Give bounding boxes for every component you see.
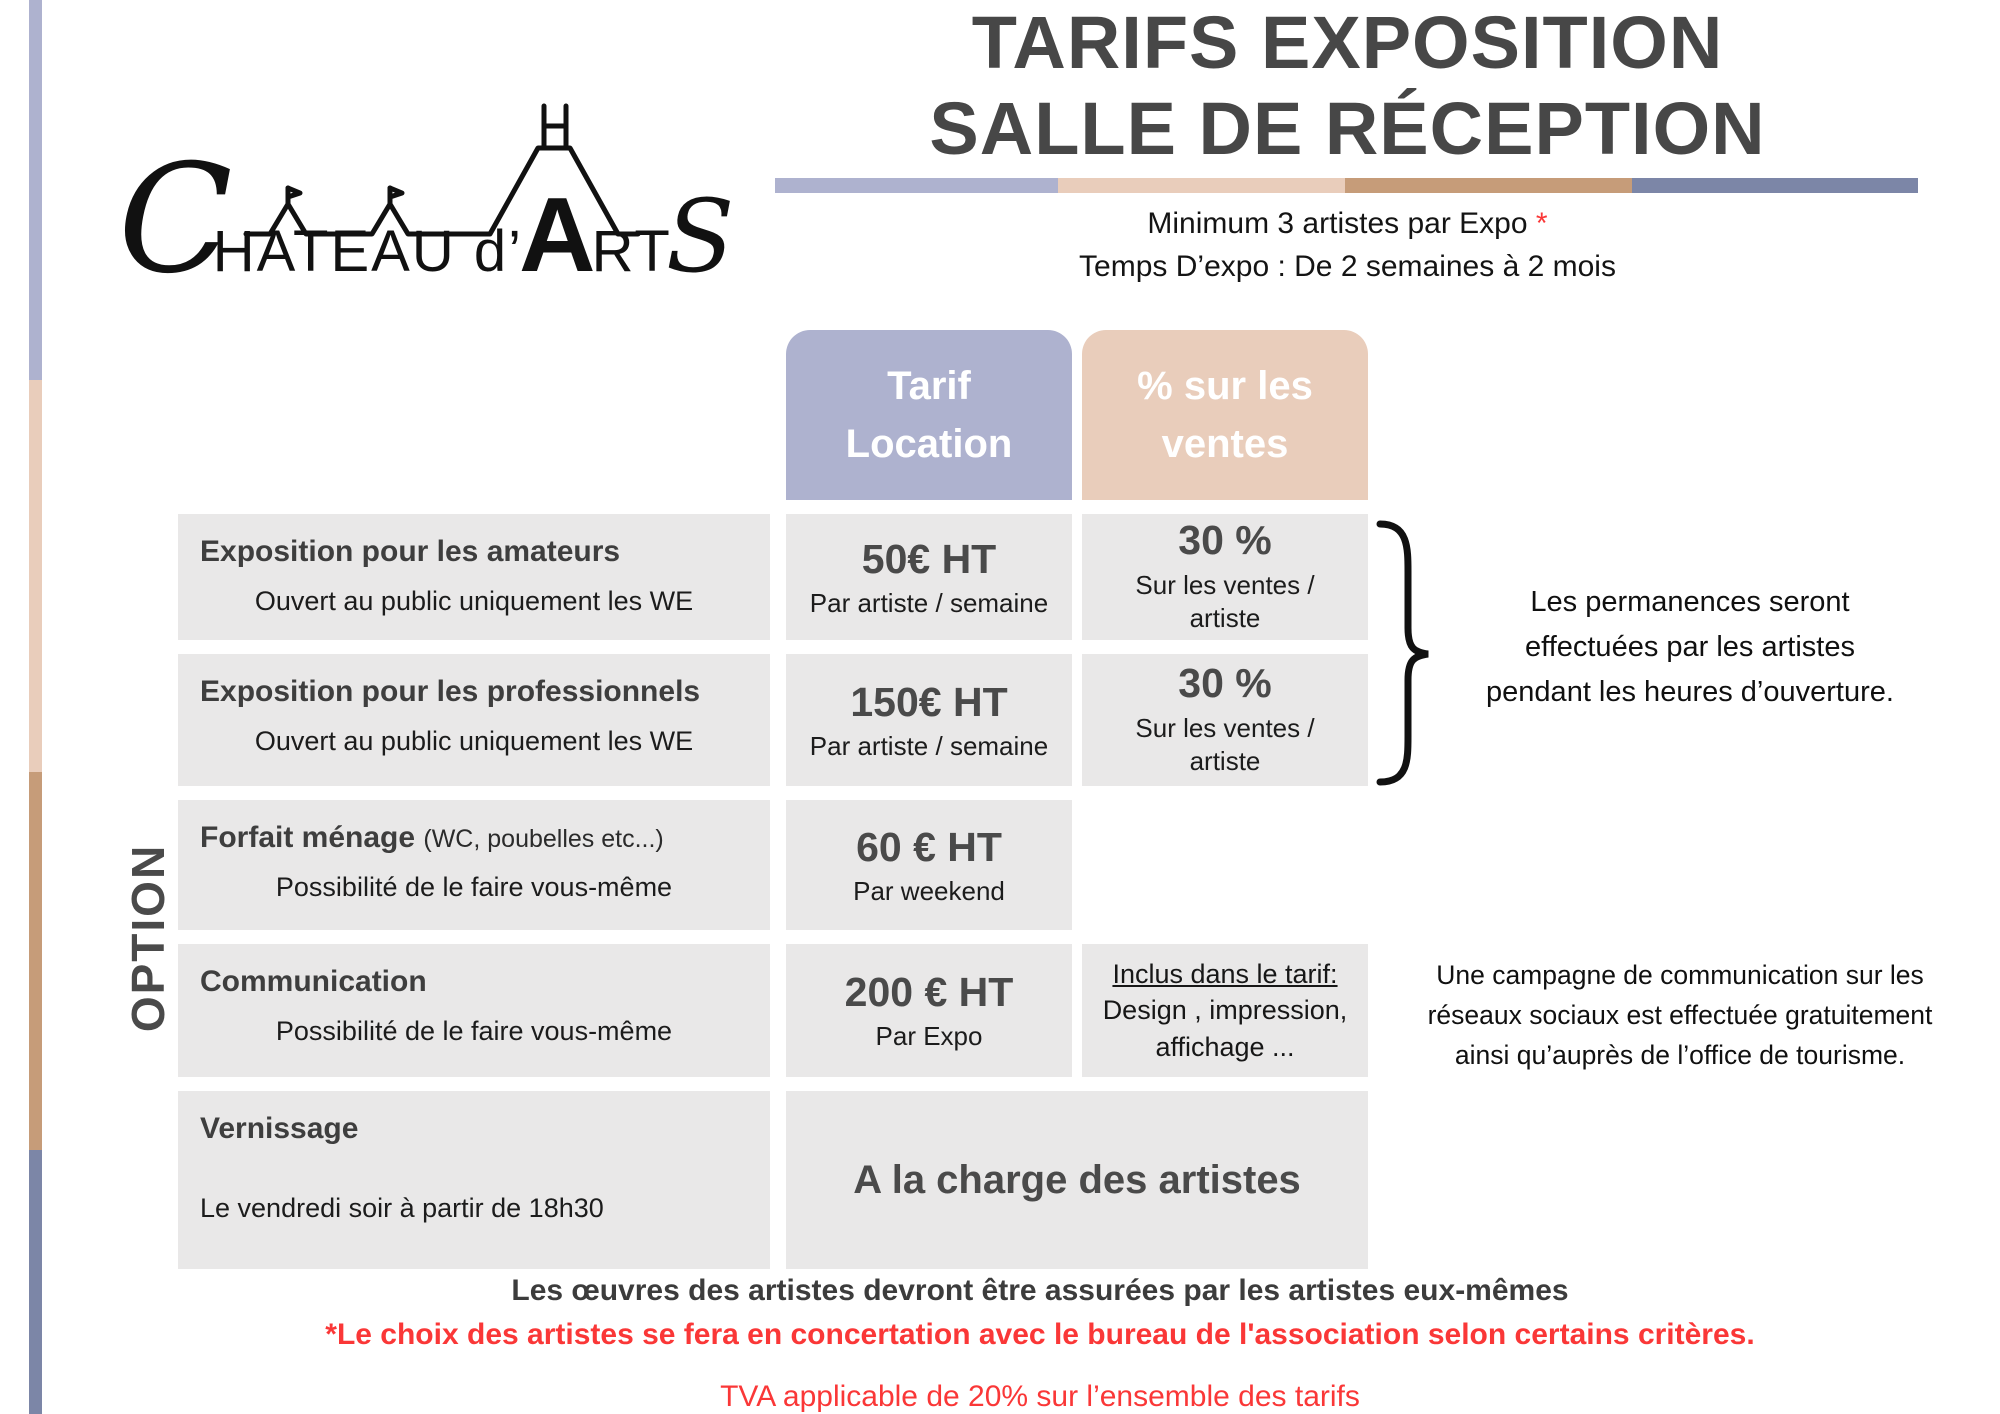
curly-brace-icon [1376, 520, 1429, 786]
row-amateurs-label-cell: Exposition pour les amateurs Ouvert au p… [178, 514, 770, 640]
asterisk-mark: * [1535, 207, 1548, 240]
permanences-line3: pendant les heures d’ouverture. [1486, 675, 1894, 708]
footer-tva-note: TVA applicable de 20% sur l’ensemble des… [720, 1380, 1360, 1413]
left-strip-light-tan [29, 380, 42, 772]
row-amateurs-pct: 30 % [1178, 517, 1272, 563]
row-amateurs-price-unit: Par artiste / semaine [809, 587, 1049, 618]
logo-text-rt: RT [591, 219, 672, 284]
included-line2: affichage ... [1155, 1031, 1295, 1062]
left-strip-blue [29, 1150, 42, 1414]
permanences-line1: Les permanences seront [1530, 586, 1850, 618]
pct-sub-line2: artiste [1189, 602, 1261, 633]
page-title-line2: SALLE DE RÉCEPTION [929, 87, 1766, 170]
pct-header-line1: % sur les [1137, 364, 1313, 408]
bar-segment-light-tan [1058, 178, 1345, 193]
campaign-note: Une campagne de communication sur les ré… [1400, 956, 1960, 1075]
permanences-line2: effectuées par les artistes [1525, 630, 1855, 663]
row-communication-label-cell: Communication Possibilité de le faire vo… [178, 944, 770, 1077]
row-amateurs-subtitle: Ouvert au public uniquement les WE [254, 586, 694, 616]
row-professionnels-price-unit: Par artiste / semaine [809, 730, 1049, 761]
row-menage-price-cell: 60 € HT Par weekend [786, 800, 1072, 930]
chateau-darts-logo: C HATEAU d’ A RT S [118, 92, 734, 302]
option-vertical-label: OPTION [122, 843, 174, 1033]
logo-letter-a: A [519, 176, 596, 294]
pct-sub-line1: Sur les ventes / [1135, 570, 1315, 600]
campaign-line3: ainsi qu’auprès de l’office de tourisme. [1454, 1039, 1906, 1070]
footer-selection-note: *Le choix des artistes se fera en concer… [325, 1318, 1755, 1351]
row-professionnels-price: 150€ HT [850, 678, 1008, 725]
logo-wordmark: C HATEAU d’ A RT S [118, 145, 734, 296]
tarif-header-line1: Tarif [887, 364, 971, 408]
title-underline-bar [775, 178, 1918, 193]
left-strip-lavender [29, 0, 42, 380]
bar-segment-blue [1632, 178, 1918, 193]
pct-sub-line1: Sur les ventes / [1135, 713, 1315, 743]
row-professionnels-subtitle: Ouvert au public uniquement les WE [254, 726, 694, 756]
logo-text-hateau: HATEAU d’ [212, 219, 523, 284]
row-vernissage-subtitle: Le vendredi soir à partir de 18h30 [200, 1193, 604, 1223]
bar-segment-tan [1345, 178, 1632, 193]
included-line1: Design , impression, [1102, 995, 1348, 1026]
row-communication-included-cell: Inclus dans le tarif: Design , impressio… [1082, 944, 1368, 1077]
logo-letter-c: C [118, 133, 233, 307]
row-vernissage-merged-cell: A la charge des artistes [786, 1091, 1368, 1269]
logo-letter-s: S [665, 178, 735, 295]
row-amateurs-pct-sub: Sur les ventes / artiste [1135, 569, 1314, 634]
row-menage-price-unit: Par weekend [853, 875, 1005, 906]
header-note-minimum-text: Minimum 3 artistes par Expo [1147, 207, 1528, 240]
row-professionnels-pct-cell: 30 % Sur les ventes / artiste [1082, 654, 1368, 786]
row-communication-price: 200 € HT [844, 969, 1014, 1015]
row-communication-price-cell: 200 € HT Par Expo [786, 944, 1072, 1077]
pct-sub-line2: artiste [1189, 745, 1261, 776]
row-amateurs-title: Exposition pour les amateurs [200, 535, 621, 568]
tarif-header-line2: Location [845, 422, 1013, 466]
campaign-line1: Une campagne de communication sur les [1436, 960, 1924, 990]
header-note-duration: Temps D’expo : De 2 semaines à 2 mois [1079, 250, 1616, 283]
included-title: Inclus dans le tarif: [1112, 958, 1338, 989]
header-note-minimum: Minimum 3 artistes par Expo * [775, 207, 1920, 241]
row-amateurs-price-cell: 50€ HT Par artiste / semaine [786, 514, 1072, 640]
footer-insurance-note: Les œuvres des artistes devront être ass… [511, 1274, 1569, 1307]
row-professionnels-pct-sub: Sur les ventes / artiste [1135, 712, 1314, 777]
row-menage-title-text: Forfait ménage [200, 821, 416, 854]
column-header-tarif-location: Tarif Location [786, 330, 1072, 500]
pct-header-line2: ventes [1161, 422, 1289, 466]
row-communication-title: Communication [200, 965, 427, 998]
row-professionnels-label-cell: Exposition pour les professionnels Ouver… [178, 654, 770, 786]
permanences-note: Les permanences seront effectuées par le… [1450, 580, 1930, 715]
row-menage-title: Forfait ménage (WC, poubelles etc...) [178, 820, 770, 856]
column-header-pct-ventes: % sur les ventes [1082, 330, 1368, 500]
row-menage-label-cell: Forfait ménage (WC, poubelles etc...) Po… [178, 800, 770, 930]
row-communication-price-unit: Par Expo [875, 1021, 983, 1051]
row-menage-subtitle: Possibilité de le faire vous-même [275, 872, 673, 902]
row-professionnels-price-cell: 150€ HT Par artiste / semaine [786, 654, 1072, 786]
campaign-line2: réseaux sociaux est effectuée gratuiteme… [1427, 999, 1933, 1030]
row-menage-price: 60 € HT [856, 823, 1002, 870]
row-menage-title-note: (WC, poubelles etc...) [423, 825, 664, 853]
row-professionnels-pct: 30 % [1178, 660, 1272, 706]
page-title-line1: TARIFS EXPOSITION [971, 1, 1724, 84]
left-strip-tan [29, 772, 42, 1150]
row-vernissage-label-cell: Vernissage Le vendredi soir à partir de … [178, 1091, 770, 1269]
row-professionnels-title: Exposition pour les professionnels [200, 675, 701, 708]
chateau-roofline-icon [243, 103, 641, 237]
row-amateurs-price: 50€ HT [861, 535, 997, 582]
row-communication-subtitle: Possibilité de le faire vous-même [275, 1016, 673, 1046]
row-vernissage-title: Vernissage [200, 1112, 359, 1145]
row-amateurs-pct-cell: 30 % Sur les ventes / artiste [1082, 514, 1368, 640]
bar-segment-lavender [775, 178, 1058, 193]
